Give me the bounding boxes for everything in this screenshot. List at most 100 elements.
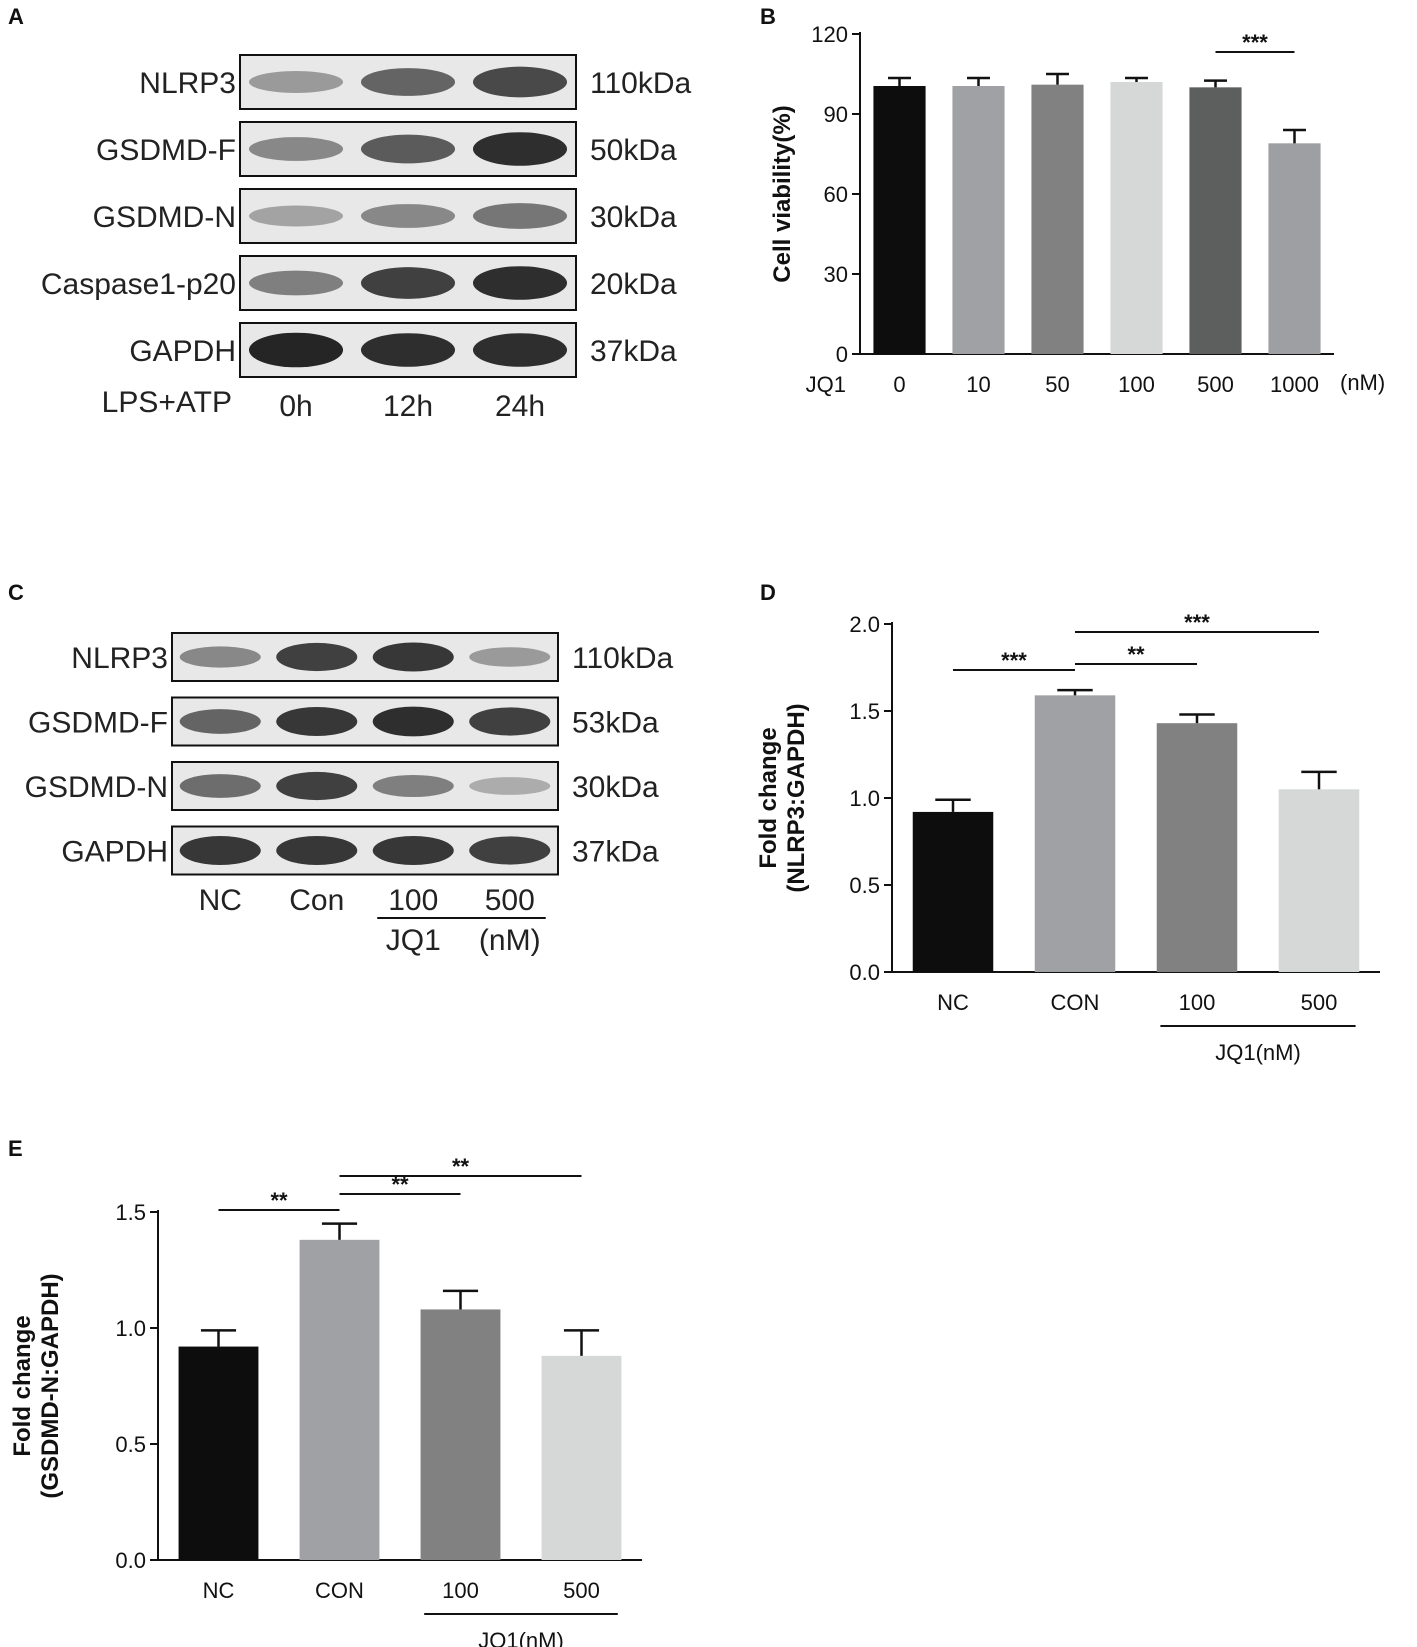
y-axis-title: Cell viability(%): [769, 105, 796, 282]
significance-label: ***: [1242, 30, 1268, 55]
significance-label: ***: [1001, 648, 1027, 673]
treatment-label: LPS+ATP: [102, 386, 232, 419]
bar-chart-b: 0 30 60 90 120 0 10 50 100 500 1000 Cell viability(…: [769, 22, 1385, 397]
kda-label: 30kDa: [572, 771, 659, 804]
x-tick-label: 500: [1301, 990, 1338, 1015]
blot-band: [248, 205, 344, 227]
protein-label: GAPDH: [129, 335, 236, 368]
kda-label: 37kDa: [572, 836, 659, 869]
group-label: JQ1: [386, 924, 441, 957]
bar-con: [1034, 695, 1116, 972]
panel-e-letter: E: [8, 1136, 23, 1161]
x-unit-label: (nM): [1340, 370, 1385, 395]
kda-label: 110kDa: [572, 642, 673, 675]
kda-label: 53kDa: [572, 707, 659, 740]
x-tick-label: 100: [1179, 990, 1216, 1015]
y-axis-title-2: (NLRP3:GAPDH): [783, 703, 810, 892]
blot-band: [179, 836, 261, 865]
western-blot-a: NLRP3 110kDa GSDMD-F 50kDa GSDMD-N 30kDa Caspa…: [41, 54, 691, 423]
significance-label: **: [391, 1172, 409, 1197]
blot-row-caspase1-p20: Caspase1-p20 20kDa: [41, 255, 677, 311]
blot-band: [276, 707, 358, 736]
protein-label: Caspase1-p20: [41, 268, 236, 301]
bar-0: [873, 86, 926, 354]
y-tick-label: 0.5: [849, 873, 880, 898]
bar-500: [1278, 789, 1360, 972]
y-tick-label: 90: [824, 102, 848, 127]
panel-a: A NLRP3 110kDa GSDMD-F 50kDa GSDMD-N 30kDa Cas…: [8, 4, 691, 423]
western-blot-c: NLRP3 110kDa GSDMD-F 53kDa GSDMD-N 30kDa GAPDH…: [25, 632, 673, 957]
protein-label: GSDMD-F: [96, 134, 236, 167]
blot-band: [372, 836, 454, 865]
protein-label: GSDMD-N: [25, 771, 168, 804]
blot-row-nlrp3: NLRP3 110kDa: [71, 632, 673, 682]
blot-band: [372, 774, 454, 798]
x-tick-label: 100: [442, 1578, 479, 1603]
x-tick-label: NC: [937, 990, 969, 1015]
blot-band: [469, 777, 551, 795]
y-tick-label: 0.5: [115, 1432, 146, 1457]
group-label: JQ1(nM): [1215, 1040, 1301, 1065]
blot-band: [469, 707, 551, 736]
blot-band: [248, 71, 344, 93]
blot-row-gapdh: GAPDH 37kDa: [61, 825, 659, 876]
blot-row-gsdmd-n: GSDMD-N 30kDa: [93, 188, 677, 244]
blot-band: [248, 270, 344, 296]
lane-label: NC: [199, 884, 242, 917]
panel-c-letter: C: [8, 580, 24, 605]
bar-nc: [178, 1346, 259, 1560]
protein-label: NLRP3: [139, 67, 236, 100]
panel-d-letter: D: [760, 580, 776, 605]
protein-label: NLRP3: [71, 642, 168, 675]
blot-band: [360, 134, 456, 164]
blot-band: [472, 132, 568, 166]
y-tick-label: 120: [811, 22, 848, 47]
y-tick-label: 0.0: [115, 1548, 146, 1573]
lane-label: 500: [485, 884, 535, 917]
blot-row-gsdmd-f: GSDMD-F 50kDa: [96, 121, 677, 177]
y-tick-label: 60: [824, 182, 848, 207]
panel-b-letter: B: [760, 4, 776, 29]
x-tick-label: NC: [203, 1578, 235, 1603]
bar-con: [299, 1239, 380, 1560]
x-prefix-label: JQ1: [806, 372, 846, 397]
blot-band: [472, 66, 568, 98]
blot-band: [472, 333, 568, 367]
bar-500: [541, 1355, 622, 1560]
x-tick-label: 500: [563, 1578, 600, 1603]
blot-band: [472, 203, 568, 229]
bar-1000: [1268, 143, 1321, 354]
lane-label: 0h: [279, 390, 312, 423]
significance-label: ***: [1184, 610, 1210, 635]
panel-b: B 0 30 60 90 120 0 10 50 100 500 1000 Cell viabilit…: [760, 4, 1385, 397]
x-tick-label: 0: [893, 372, 905, 397]
bar-nc: [912, 811, 994, 972]
x-tick-label: CON: [315, 1578, 364, 1603]
x-tick-label: 1000: [1270, 372, 1319, 397]
blot-band: [179, 709, 261, 734]
lane-label: 24h: [495, 390, 545, 423]
panel-e: E 0.0 0.5 1.0 1.5 NC CON 100 500 Fold change (GSD…: [8, 1136, 642, 1647]
blot-band: [179, 774, 261, 798]
bar-10: [952, 86, 1005, 354]
bar-100: [1110, 82, 1163, 354]
blot-row-gsdmd-n: GSDMD-N 30kDa: [25, 761, 659, 811]
blot-band: [276, 771, 358, 801]
kda-label: 50kDa: [590, 134, 677, 167]
protein-label: GSDMD-F: [28, 707, 168, 740]
bar-chart-e: 0.0 0.5 1.0 1.5 NC CON 100 500 Fold change (GSDMD…: [9, 1154, 642, 1647]
y-tick-label: 0: [836, 342, 848, 367]
bar-chart-d: 0.0 0.5 1.0 1.5 2.0 NC CON 100 500 Fold change (NL…: [755, 610, 1380, 1065]
x-tick-label: 50: [1045, 372, 1069, 397]
blot-band: [248, 137, 344, 161]
y-tick-label: 1.5: [849, 699, 880, 724]
bar-500: [1189, 87, 1242, 354]
y-axis-title: Fold change: [9, 1315, 36, 1456]
x-tick-label: 100: [1118, 372, 1155, 397]
blot-band: [372, 706, 454, 737]
kda-label: 37kDa: [590, 335, 677, 368]
y-axis-title-2: (GSDMD-N:GAPDH): [37, 1273, 64, 1498]
protein-label: GSDMD-N: [93, 201, 236, 234]
blot-row-nlrp3: NLRP3 110kDa: [139, 54, 691, 110]
y-tick-label: 2.0: [849, 612, 880, 637]
